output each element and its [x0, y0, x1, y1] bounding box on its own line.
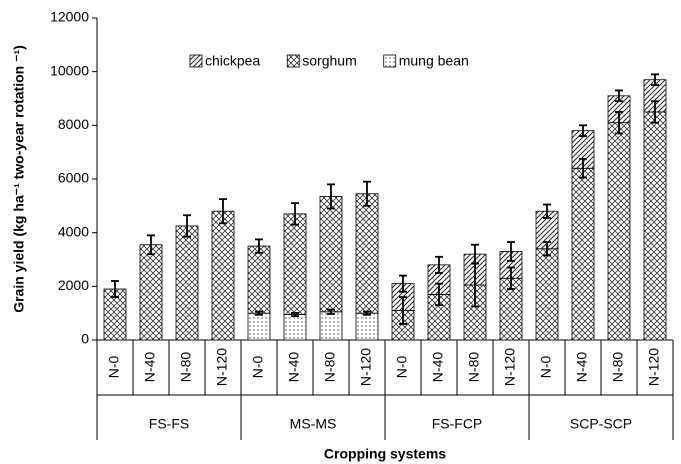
error-bar	[291, 311, 299, 318]
legend-label: chickpea	[205, 53, 260, 69]
x-tick-label: N-0	[250, 356, 266, 379]
bar-segment	[571, 167, 595, 341]
error-bar	[219, 198, 227, 225]
x-tick-label: N-80	[610, 352, 626, 383]
y-tick-label: 0	[81, 331, 89, 347]
bar-segment	[319, 311, 343, 341]
bar-segment	[535, 248, 559, 341]
group-label: MS-MS	[290, 416, 337, 432]
bar-segment	[283, 314, 307, 341]
error-bar	[435, 282, 443, 307]
y-tick-label: 2000	[58, 277, 89, 293]
error-bar	[291, 202, 299, 226]
legend-label: mung bean	[399, 53, 469, 69]
x-tick-label: N-120	[214, 348, 230, 386]
x-tick-label: N-40	[430, 352, 446, 383]
legend-swatch	[286, 54, 300, 68]
group-label: FS-FCP	[432, 416, 483, 432]
x-tick-label: N-40	[286, 352, 302, 383]
bar-segment	[211, 210, 235, 341]
x-tick-label: N-40	[142, 352, 158, 383]
error-bar	[255, 310, 263, 316]
bar-segment	[139, 244, 163, 341]
y-tick-label: 10000	[50, 62, 89, 78]
bar-segment	[643, 111, 667, 341]
x-tick-label: N-0	[106, 356, 122, 379]
group-label: FS-FS	[149, 416, 189, 432]
error-bar	[471, 243, 479, 265]
error-bar	[399, 296, 407, 325]
error-bar	[399, 274, 407, 293]
x-tick-label: N-80	[322, 352, 338, 383]
y-tick-label: 8000	[58, 116, 89, 132]
error-bar	[435, 255, 443, 274]
legend-label: sorghum	[302, 53, 356, 69]
x-tick-label: N-120	[502, 348, 518, 386]
error-bar	[327, 183, 335, 210]
bar-segment	[247, 312, 271, 341]
error-bar	[543, 203, 551, 219]
x-tick-label: N-0	[394, 356, 410, 379]
y-tick-label: 12000	[50, 9, 89, 25]
bar-segment	[175, 225, 199, 341]
legend-swatch	[383, 54, 397, 68]
x-tick-label: N-80	[466, 352, 482, 383]
bar-segment	[319, 196, 343, 313]
error-bar	[615, 111, 623, 135]
x-tick-label: N-0	[538, 356, 554, 379]
error-bar	[147, 234, 155, 256]
error-bar	[363, 310, 371, 316]
error-bar	[183, 214, 191, 238]
error-bar	[579, 157, 587, 179]
bar-segment	[247, 245, 271, 314]
error-bar	[615, 89, 623, 103]
x-tick-label: N-40	[574, 352, 590, 383]
bar-segment	[607, 122, 631, 341]
error-bar	[507, 266, 515, 290]
error-bar	[363, 180, 371, 207]
legend-swatch	[189, 54, 203, 68]
error-bar	[579, 124, 587, 137]
error-bar	[255, 238, 263, 254]
error-bar	[327, 308, 335, 315]
y-tick-label: 4000	[58, 223, 89, 239]
error-bar	[507, 241, 515, 262]
y-tick-label: 6000	[58, 170, 89, 186]
bar-segment	[355, 312, 379, 341]
x-tick-label: N-80	[178, 352, 194, 383]
x-tick-label: N-120	[646, 348, 662, 386]
error-bar	[111, 280, 119, 298]
x-tick-label: N-120	[358, 348, 374, 386]
y-axis-label: Grain yield (kg ha⁻¹ two-year rotation ⁻…	[11, 45, 27, 313]
bar-segment	[355, 193, 379, 314]
x-axis-label: Cropping systems	[324, 446, 446, 462]
group-label: SCP-SCP	[570, 416, 632, 432]
error-bar	[651, 73, 659, 86]
error-bar	[543, 241, 551, 257]
bar-segment	[283, 213, 307, 315]
error-bar	[651, 100, 659, 124]
